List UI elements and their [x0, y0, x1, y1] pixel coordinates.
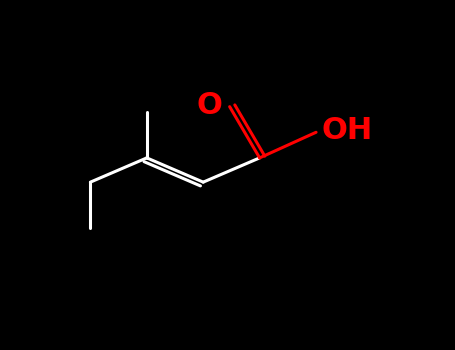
Text: O: O [197, 91, 222, 120]
Text: OH: OH [321, 117, 373, 146]
